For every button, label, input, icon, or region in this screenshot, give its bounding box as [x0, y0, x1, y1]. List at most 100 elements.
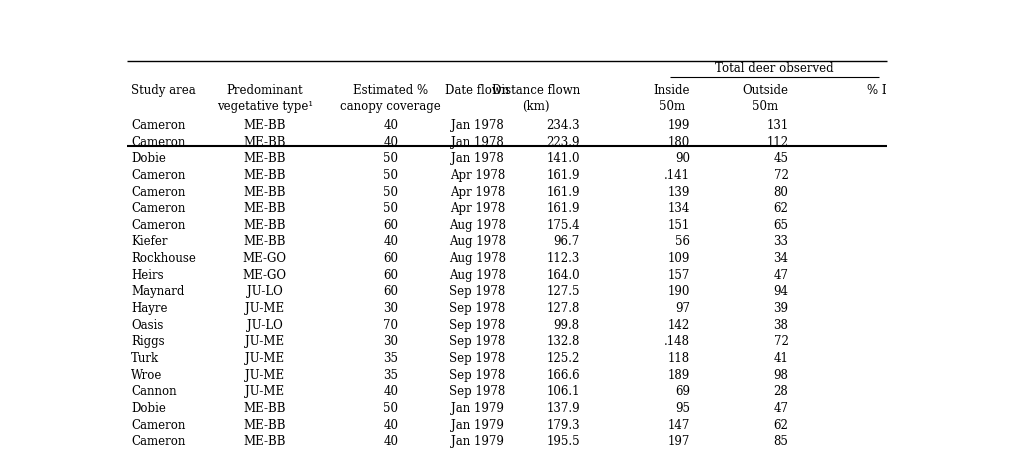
Text: ME-BB: ME-BB [244, 185, 287, 198]
Text: ME-BB: ME-BB [244, 434, 287, 447]
Text: ME-BB: ME-BB [244, 119, 287, 132]
Text: 50: 50 [383, 168, 398, 181]
Text: Jan 1978: Jan 1978 [451, 152, 504, 165]
Text: ME-BB: ME-BB [244, 168, 287, 181]
Text: 147: 147 [668, 418, 690, 431]
Text: 132.8: 132.8 [547, 335, 580, 347]
Text: 137.9: 137.9 [547, 401, 580, 414]
Text: 141.0: 141.0 [547, 152, 580, 165]
Text: 28: 28 [773, 385, 788, 397]
Text: 164.0: 164.0 [547, 268, 580, 281]
Text: 127.8: 127.8 [547, 302, 580, 314]
Text: 40: 40 [383, 385, 398, 397]
Text: Date flown: Date flown [445, 84, 510, 96]
Text: JU-ME: JU-ME [245, 351, 284, 364]
Text: Aug 1978: Aug 1978 [449, 252, 506, 264]
Text: 197: 197 [668, 434, 690, 447]
Text: 40: 40 [383, 119, 398, 132]
Text: 118: 118 [668, 351, 690, 364]
Text: 70: 70 [383, 318, 398, 331]
Text: 50: 50 [383, 202, 398, 215]
Text: 72: 72 [773, 335, 788, 347]
Text: 134: 134 [668, 202, 690, 215]
Text: Study area: Study area [131, 84, 196, 96]
Text: 33: 33 [773, 235, 788, 248]
Text: Distance flown
(km): Distance flown (km) [492, 84, 580, 112]
Text: JU-ME: JU-ME [245, 302, 284, 314]
Text: 72: 72 [773, 168, 788, 181]
Text: ME-BB: ME-BB [244, 418, 287, 431]
Text: 157: 157 [668, 268, 690, 281]
Text: 223.9: 223.9 [547, 135, 580, 148]
Text: 161.9: 161.9 [547, 202, 580, 215]
Text: Sep 1978: Sep 1978 [449, 335, 506, 347]
Text: 35: 35 [383, 351, 398, 364]
Text: Sep 1978: Sep 1978 [449, 318, 506, 331]
Text: % I: % I [868, 84, 887, 96]
Text: 40: 40 [383, 418, 398, 431]
Text: 35: 35 [383, 368, 398, 381]
Text: 179.3: 179.3 [547, 418, 580, 431]
Text: ME-BB: ME-BB [244, 135, 287, 148]
Text: 112.3: 112.3 [547, 252, 580, 264]
Text: JU-ME: JU-ME [245, 335, 284, 347]
Text: 34: 34 [773, 252, 788, 264]
Text: 39: 39 [773, 302, 788, 314]
Text: ME-BB: ME-BB [244, 218, 287, 231]
Text: Rockhouse: Rockhouse [131, 252, 196, 264]
Text: Sep 1978: Sep 1978 [449, 302, 506, 314]
Text: Jan 1978: Jan 1978 [451, 119, 504, 132]
Text: ME-BB: ME-BB [244, 152, 287, 165]
Text: 99.8: 99.8 [554, 318, 580, 331]
Text: 96.7: 96.7 [554, 235, 580, 248]
Text: Sep 1978: Sep 1978 [449, 285, 506, 298]
Text: 125.2: 125.2 [547, 351, 580, 364]
Text: Oasis: Oasis [131, 318, 164, 331]
Text: 195.5: 195.5 [547, 434, 580, 447]
Text: 80: 80 [773, 185, 788, 198]
Text: 106.1: 106.1 [547, 385, 580, 397]
Text: 50: 50 [383, 401, 398, 414]
Text: 90: 90 [675, 152, 690, 165]
Text: Jan 1979: Jan 1979 [451, 434, 504, 447]
Text: Aug 1978: Aug 1978 [449, 235, 506, 248]
Text: 47: 47 [773, 268, 788, 281]
Text: ME-BB: ME-BB [244, 235, 287, 248]
Text: Wroe: Wroe [131, 368, 163, 381]
Text: Cameron: Cameron [131, 119, 185, 132]
Text: JU-LO: JU-LO [247, 285, 282, 298]
Text: Estimated %
canopy coverage: Estimated % canopy coverage [340, 84, 441, 112]
Text: 94: 94 [773, 285, 788, 298]
Text: 40: 40 [383, 434, 398, 447]
Text: ME-BB: ME-BB [244, 202, 287, 215]
Text: 109: 109 [668, 252, 690, 264]
Text: Dobie: Dobie [131, 152, 166, 165]
Text: Hayre: Hayre [131, 302, 168, 314]
Text: 60: 60 [383, 285, 398, 298]
Text: Sep 1978: Sep 1978 [449, 368, 506, 381]
Text: JU-ME: JU-ME [245, 368, 284, 381]
Text: Aug 1978: Aug 1978 [449, 218, 506, 231]
Text: 98: 98 [773, 368, 788, 381]
Text: 95: 95 [675, 401, 690, 414]
Text: Dobie: Dobie [131, 401, 166, 414]
Text: 30: 30 [383, 335, 398, 347]
Text: Cameron: Cameron [131, 168, 185, 181]
Text: 62: 62 [773, 202, 788, 215]
Text: 85: 85 [773, 434, 788, 447]
Text: 47: 47 [773, 401, 788, 414]
Text: 41: 41 [773, 351, 788, 364]
Text: Riggs: Riggs [131, 335, 165, 347]
Text: ME-GO: ME-GO [243, 252, 287, 264]
Text: 45: 45 [773, 152, 788, 165]
Text: Apr 1978: Apr 1978 [450, 168, 505, 181]
Text: Jan 1979: Jan 1979 [451, 401, 504, 414]
Text: 50: 50 [383, 152, 398, 165]
Text: 234.3: 234.3 [547, 119, 580, 132]
Text: 161.9: 161.9 [547, 168, 580, 181]
Text: Cameron: Cameron [131, 218, 185, 231]
Text: Outside
50m: Outside 50m [743, 84, 788, 112]
Text: Total deer observed: Total deer observed [715, 62, 834, 75]
Text: 97: 97 [675, 302, 690, 314]
Text: 50: 50 [383, 185, 398, 198]
